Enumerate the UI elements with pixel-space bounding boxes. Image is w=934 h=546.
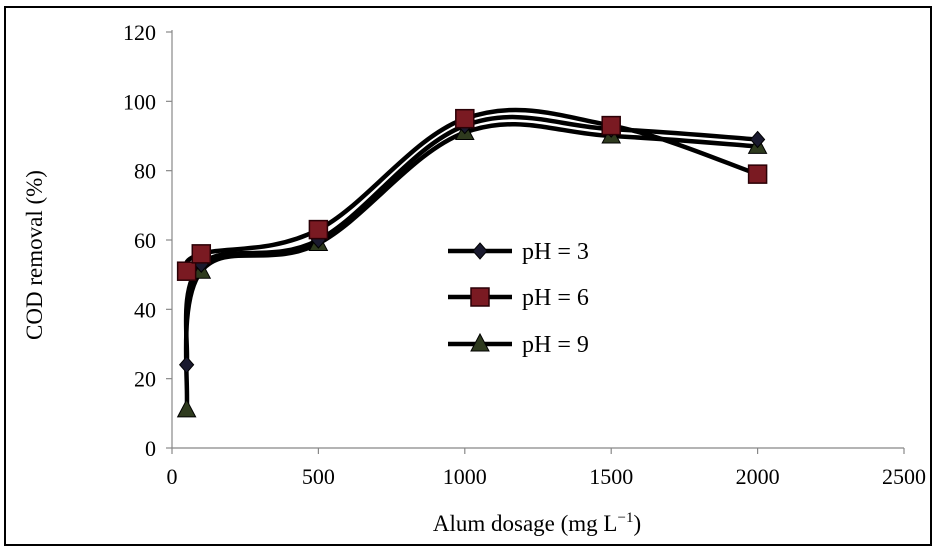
data-point-series-2 (191, 244, 212, 264)
legend-label: pH = 6 (522, 285, 589, 311)
y-tick-label: 80 (134, 159, 156, 184)
chart-frame (4, 6, 932, 546)
y-tick-label: 60 (134, 228, 156, 253)
data-point-series-3 (176, 398, 197, 418)
y-tick-label: 40 (134, 297, 156, 322)
data-point-series-2 (747, 164, 768, 184)
x-tick-label: 500 (302, 464, 335, 489)
x-tick-label: 0 (167, 464, 178, 489)
legend-label: pH = 3 (522, 239, 589, 265)
series-line-3 (183, 122, 758, 411)
axes: 0 20 40 60 80 100 120 0 500 1000 1500 2000 2500 (123, 20, 926, 489)
legend-marker (472, 242, 488, 260)
y-axis-title: COD removal (%) (22, 170, 47, 340)
x-tick-label: 1500 (589, 464, 633, 489)
x-tick-label: 2000 (736, 464, 780, 489)
x-tick-label: 2500 (882, 464, 926, 489)
data-point-series-1 (749, 130, 766, 149)
data-point-series-2 (601, 115, 621, 136)
data-point-series-1 (178, 356, 195, 374)
legend: pH = 3 pH = 6 pH = 9 (448, 239, 589, 358)
x-axis-title: Alum dosage (mg L−1) (433, 510, 641, 536)
y-tick-label: 120 (123, 20, 156, 45)
legend-label: pH = 9 (522, 332, 589, 358)
legend-marker (470, 287, 490, 307)
legend-marker (470, 332, 490, 352)
y-tick-label: 100 (123, 89, 156, 114)
series-line-1 (183, 114, 758, 366)
x-tick-label: 1000 (443, 464, 487, 489)
data-point-series-2 (308, 219, 329, 240)
data-point-series-2 (176, 261, 197, 281)
y-tick-label: 20 (134, 367, 156, 392)
data-point-series-2 (455, 108, 475, 129)
series-layer (176, 107, 768, 418)
y-tick-label: 0 (145, 436, 156, 461)
